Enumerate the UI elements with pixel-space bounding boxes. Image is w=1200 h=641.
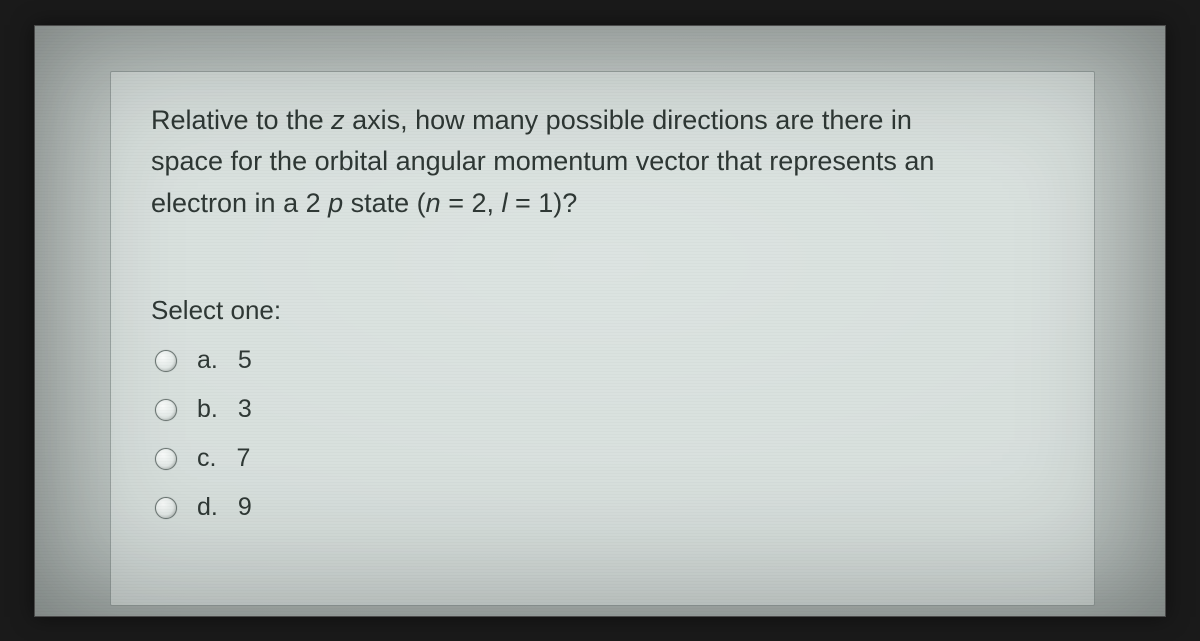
q-line2: space for the orbital angular momentum v… — [151, 146, 934, 176]
q-n: n — [426, 188, 441, 218]
radio-circle-icon[interactable] — [155, 350, 177, 372]
option-c[interactable]: c. 7 — [151, 434, 1054, 483]
options-group: a. 5 b. 3 c. 7 d. 9 — [151, 336, 1054, 532]
option-letter: d. — [197, 493, 218, 522]
radio-circle-icon[interactable] — [155, 497, 177, 519]
option-b[interactable]: b. 3 — [151, 385, 1054, 434]
q-line3-mid: state ( — [343, 188, 426, 218]
q-eq2: = 1)? — [508, 188, 578, 218]
option-letter: c. — [197, 444, 216, 473]
option-text: 7 — [236, 444, 250, 473]
q-line1-pre: Relative to the — [151, 105, 331, 135]
option-d[interactable]: d. 9 — [151, 483, 1054, 532]
option-a[interactable]: a. 5 — [151, 336, 1054, 385]
select-one-label: Select one: — [151, 295, 1054, 326]
radio-circle-icon[interactable] — [155, 448, 177, 470]
question-card: Relative to the z axis, how many possibl… — [110, 71, 1095, 606]
radio-circle-icon[interactable] — [155, 399, 177, 421]
option-text: 3 — [238, 395, 252, 424]
option-text: 5 — [238, 346, 252, 375]
q-z: z — [331, 105, 345, 135]
question-text: Relative to the z axis, how many possibl… — [151, 100, 1054, 226]
q-line3-pre: electron in a 2 — [151, 188, 328, 218]
q-line1-post: axis, how many possible directions are t… — [345, 105, 912, 135]
q-p: p — [328, 188, 343, 218]
q-eq1: = 2, — [441, 188, 502, 218]
option-letter: b. — [197, 395, 218, 424]
screen-panel: Relative to the z axis, how many possibl… — [34, 25, 1166, 617]
option-text: 9 — [238, 493, 252, 522]
option-letter: a. — [197, 346, 218, 375]
